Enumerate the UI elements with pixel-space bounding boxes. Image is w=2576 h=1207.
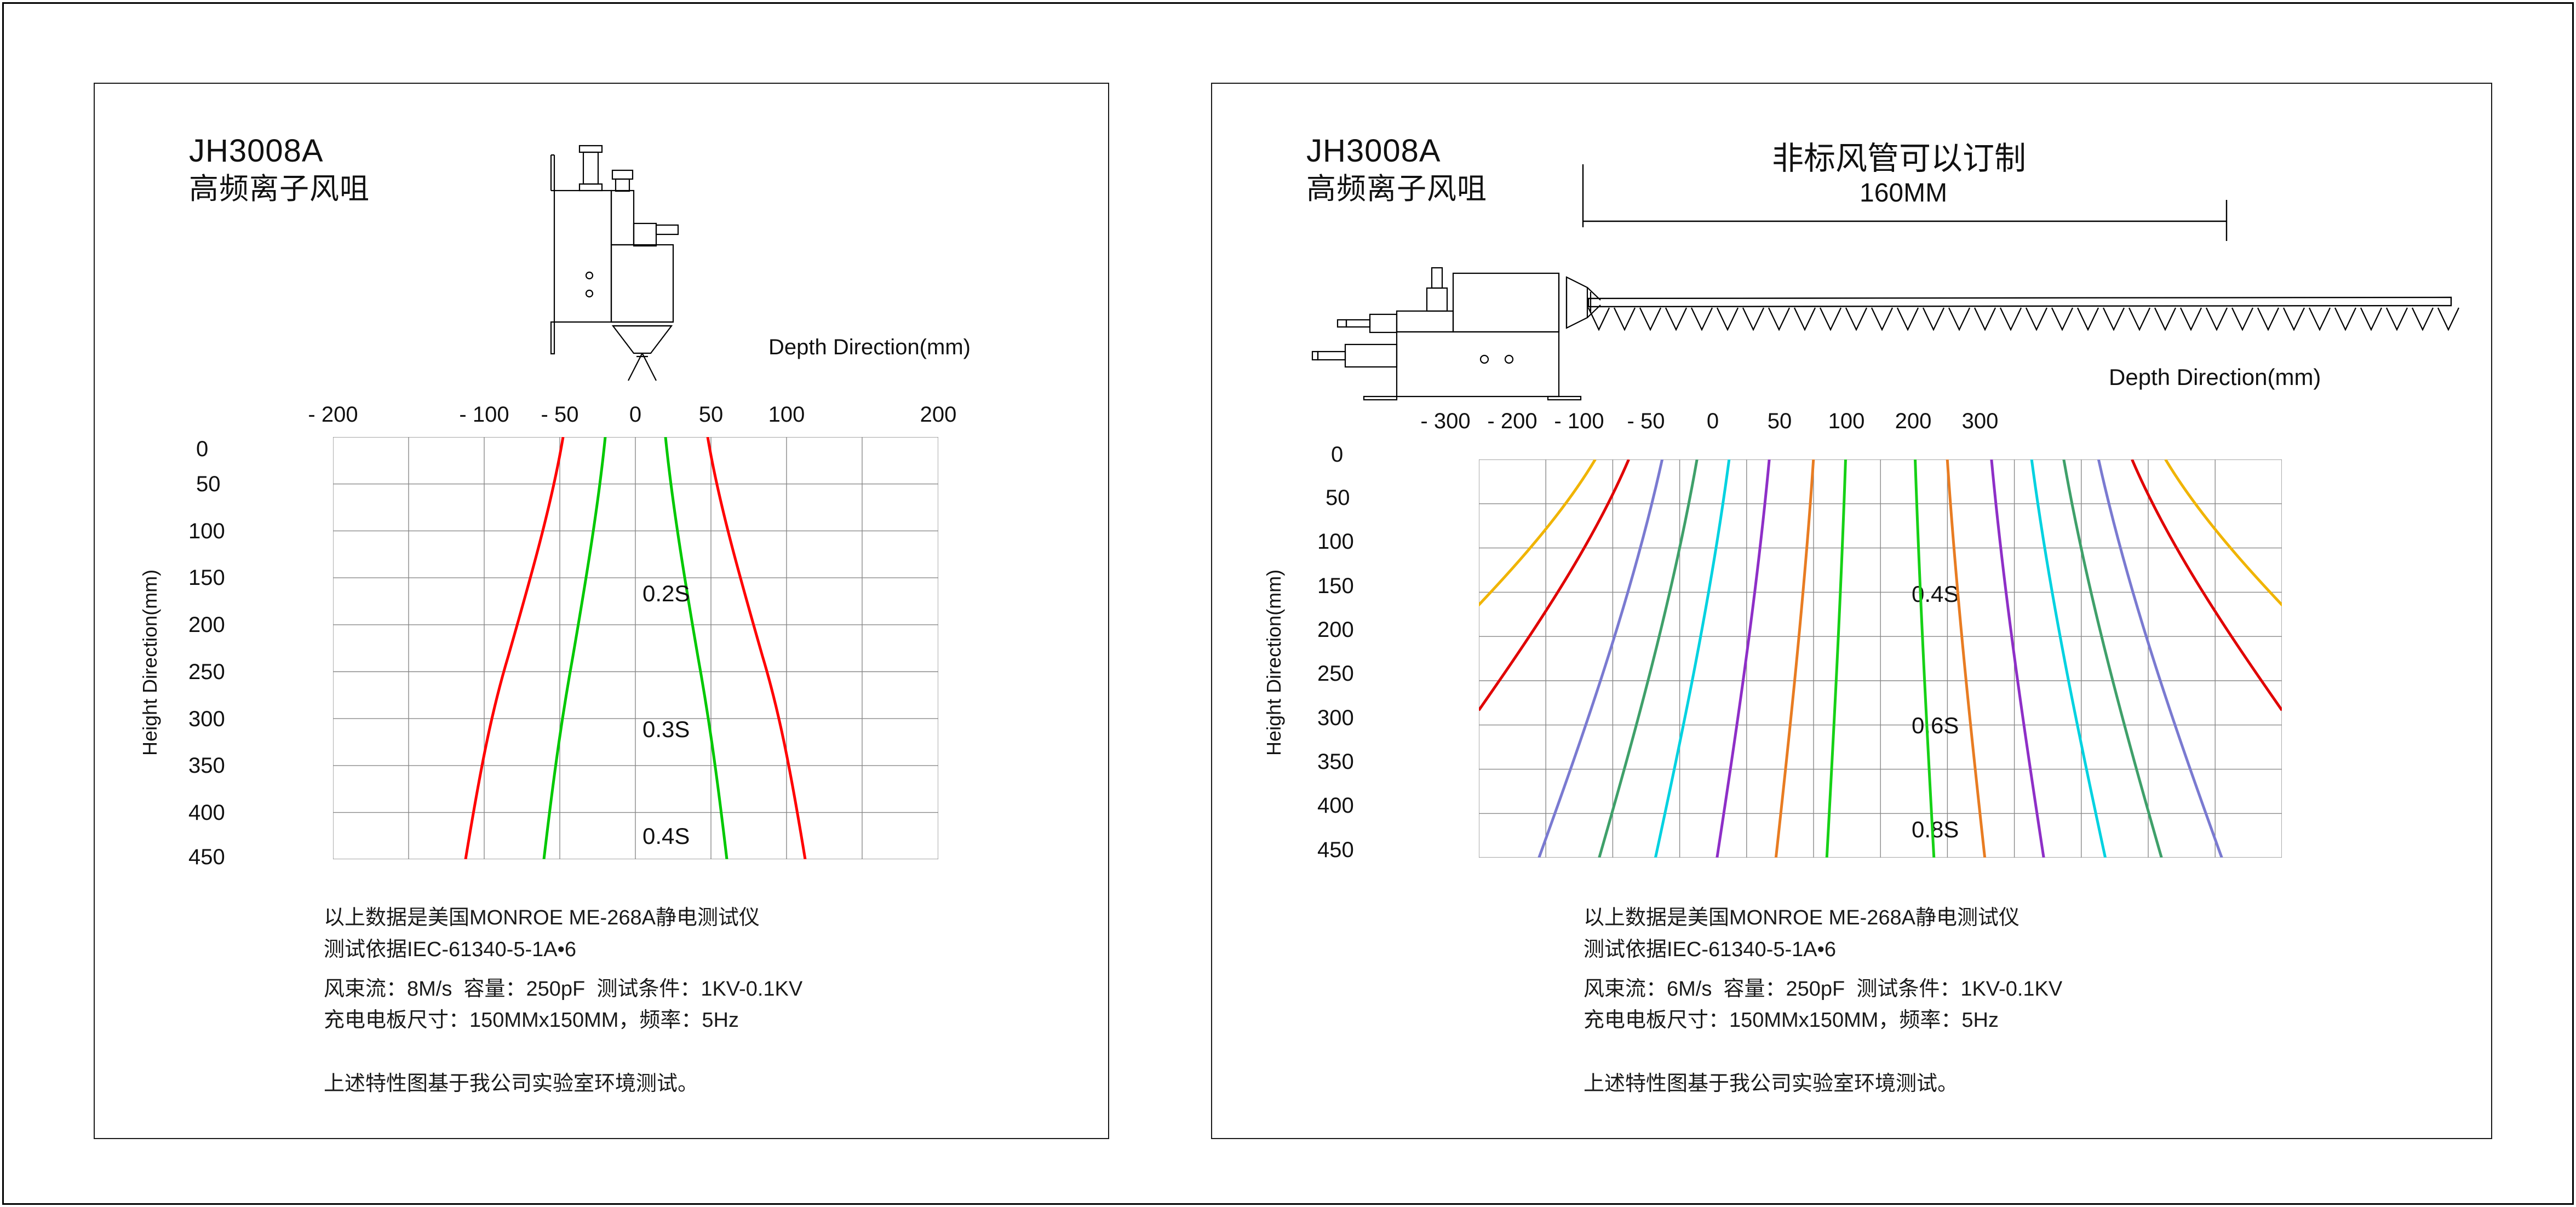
svg-text:100: 100 bbox=[768, 403, 805, 427]
svg-text:0: 0 bbox=[629, 403, 641, 427]
svg-text:0.6S: 0.6S bbox=[1912, 712, 1959, 738]
svg-text:- 50: - 50 bbox=[541, 403, 579, 427]
svg-text:- 100: - 100 bbox=[1554, 409, 1604, 433]
svg-text:- 50: - 50 bbox=[1627, 409, 1665, 433]
svg-text:0.4S: 0.4S bbox=[1912, 581, 1959, 607]
svg-text:- 300: - 300 bbox=[1420, 409, 1470, 433]
svg-text:0.4S: 0.4S bbox=[642, 823, 690, 849]
svg-text:0: 0 bbox=[1707, 409, 1719, 433]
svg-text:100: 100 bbox=[1828, 409, 1865, 433]
svg-text:0.3S: 0.3S bbox=[642, 716, 690, 742]
svg-text:0.2S: 0.2S bbox=[642, 580, 690, 606]
svg-text:- 200: - 200 bbox=[1487, 409, 1537, 433]
svg-text:300: 300 bbox=[1962, 409, 1999, 433]
svg-text:- 200: - 200 bbox=[308, 403, 358, 427]
svg-text:- 100: - 100 bbox=[459, 403, 509, 427]
svg-text:200: 200 bbox=[920, 403, 957, 427]
svg-text:0.8S: 0.8S bbox=[1912, 817, 1959, 842]
svg-text:50: 50 bbox=[1768, 409, 1792, 433]
svg-text:200: 200 bbox=[1895, 409, 1932, 433]
svg-text:50: 50 bbox=[699, 403, 724, 427]
